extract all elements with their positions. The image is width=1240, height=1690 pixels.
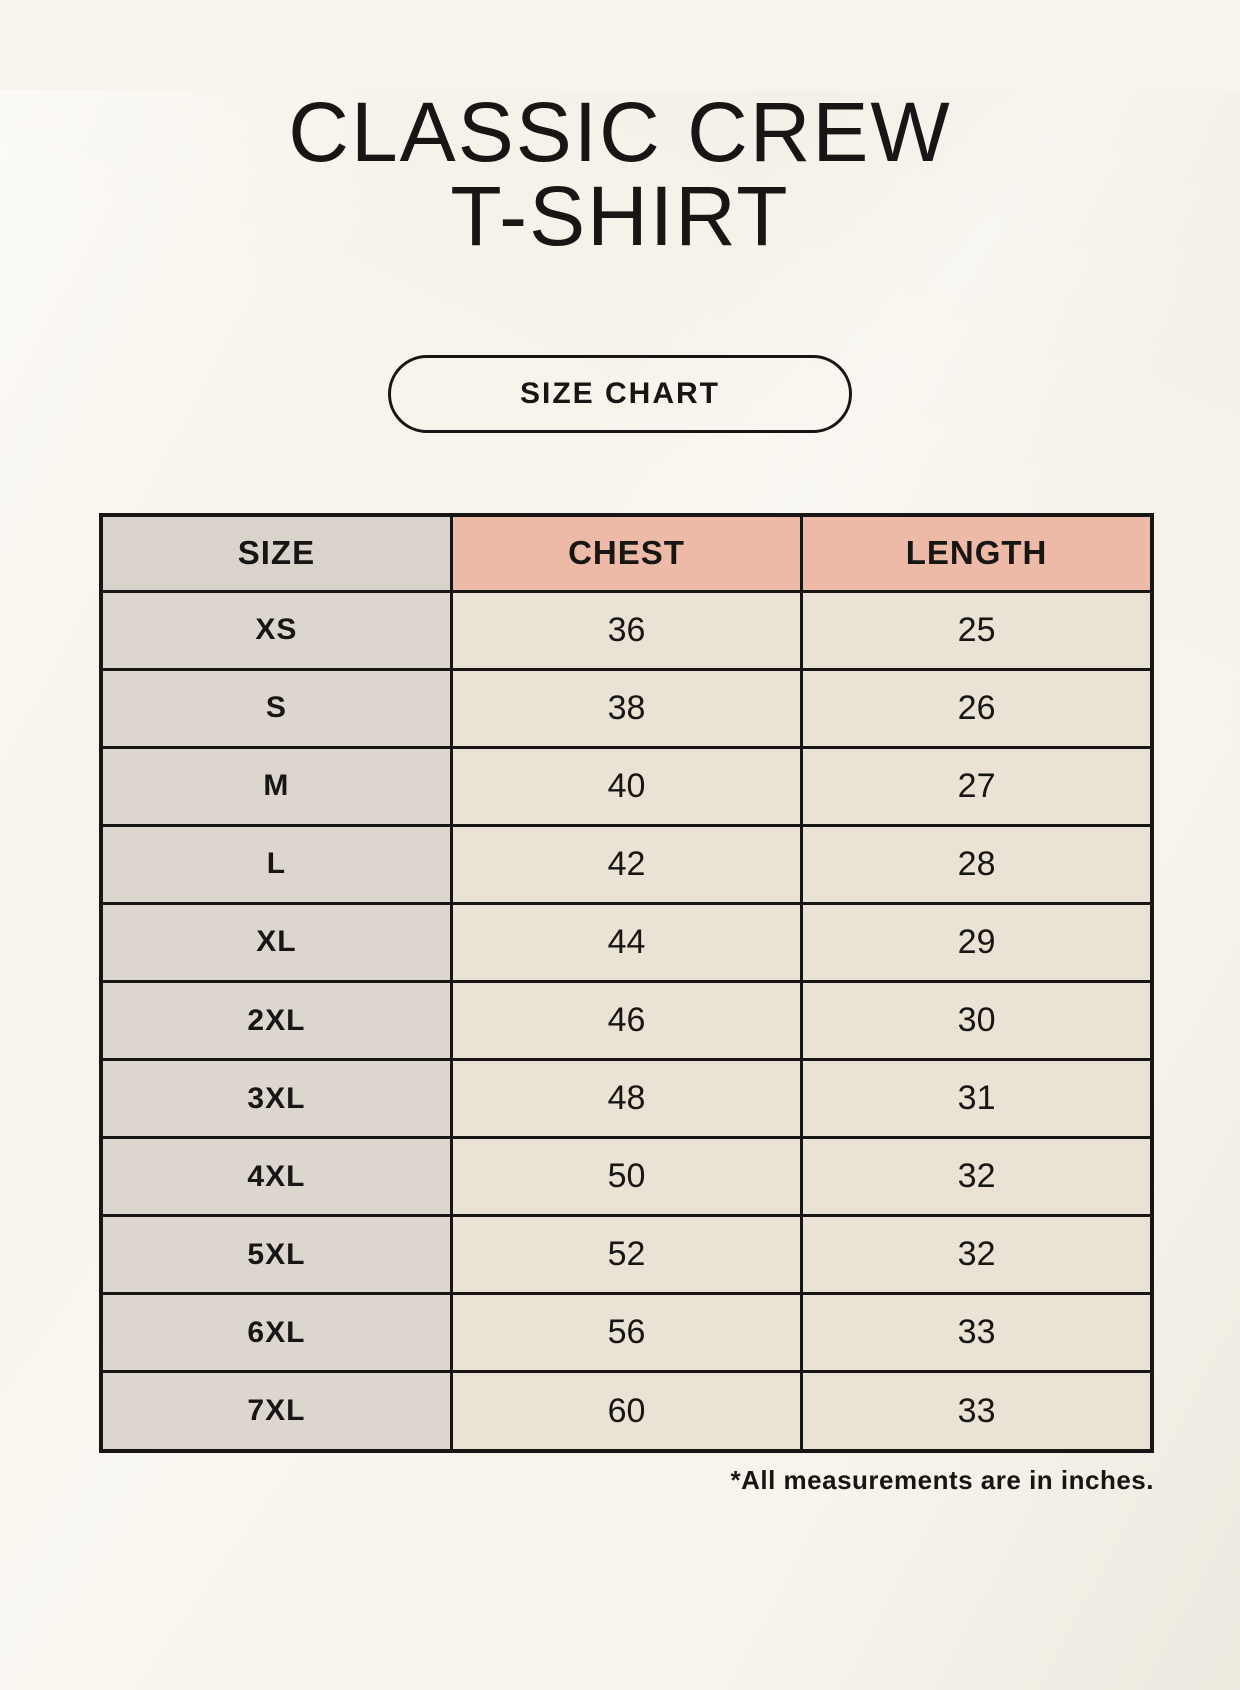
table-row: XS 36 25 [99,589,1154,671]
table-row: 7XL 60 33 [99,1370,1154,1453]
measurements-footnote: *All measurements are in inches. [730,1465,1154,1495]
header-row: SIZE CHEST LENGTH [99,513,1154,593]
page-title-line1: CLASSIC CREW [288,85,952,179]
page-title: CLASSIC CREW T-SHIRT [0,90,1240,258]
size-chart-badge: SIZE CHART [388,355,852,433]
length-cell: 31 [800,1058,1154,1140]
page-title-line2: T-SHIRT [450,169,790,263]
column-header-size: SIZE [99,513,453,593]
size-chart-page: CLASSIC CREW T-SHIRT SIZE CHART SIZE CHES… [0,90,1240,1496]
chest-cell: 60 [449,1370,804,1453]
table-row: 3XL 48 31 [99,1058,1154,1140]
column-header-length: LENGTH [800,513,1154,593]
size-cell: M [99,745,453,827]
chest-cell: 48 [449,1058,804,1140]
table-row: 6XL 56 33 [99,1292,1154,1374]
length-cell: 33 [800,1370,1154,1453]
length-cell: 26 [800,667,1154,749]
size-cell: 2XL [99,979,453,1062]
length-cell: 28 [800,823,1154,905]
table-row: 5XL 52 32 [99,1214,1154,1296]
size-cell: XS [99,589,453,671]
length-cell: 25 [800,589,1154,671]
size-chart-badge-label: SIZE CHART [520,377,720,410]
length-cell: 32 [800,1214,1154,1296]
table-row: S 38 26 [99,667,1154,749]
size-cell: 5XL [99,1214,453,1296]
length-cell: 33 [800,1292,1154,1374]
chest-cell: 52 [449,1214,804,1296]
chest-cell: 50 [449,1136,804,1218]
size-cell: XL [99,901,453,983]
table-row: 4XL 50 32 [99,1136,1154,1218]
chest-cell: 46 [449,979,804,1062]
chest-cell: 44 [449,901,804,983]
length-cell: 30 [800,979,1154,1062]
table-row: 2XL 46 30 [99,979,1154,1062]
size-cell: S [99,667,453,749]
size-cell: 3XL [99,1058,453,1140]
size-cell: 4XL [99,1136,453,1218]
size-table-body: XS 36 25 S 38 26 M 40 27 L 42 28 XL 44 29 2XL 46 30 3XL 48 3… [99,589,1154,1453]
size-table-container: SIZE CHEST LENGTH XS 36 25 S 38 26 M 40 27 L 42 28 XL 4… [99,513,1154,1496]
table-row: XL 44 29 [99,901,1154,983]
size-cell: 7XL [99,1370,453,1453]
size-cell: L [99,823,453,905]
length-cell: 32 [800,1136,1154,1218]
table-row: M 40 27 [99,745,1154,827]
size-table: SIZE CHEST LENGTH XS 36 25 S 38 26 M 40 27 L 42 28 XL 4… [99,513,1154,1453]
column-header-chest: CHEST [449,513,804,593]
size-table-header: SIZE CHEST LENGTH [99,513,1154,593]
length-cell: 27 [800,745,1154,827]
length-cell: 29 [800,901,1154,983]
table-row: L 42 28 [99,823,1154,905]
size-cell: 6XL [99,1292,453,1374]
chest-cell: 36 [449,589,804,671]
chest-cell: 40 [449,745,804,827]
chest-cell: 42 [449,823,804,905]
chest-cell: 56 [449,1292,804,1374]
chest-cell: 38 [449,667,804,749]
